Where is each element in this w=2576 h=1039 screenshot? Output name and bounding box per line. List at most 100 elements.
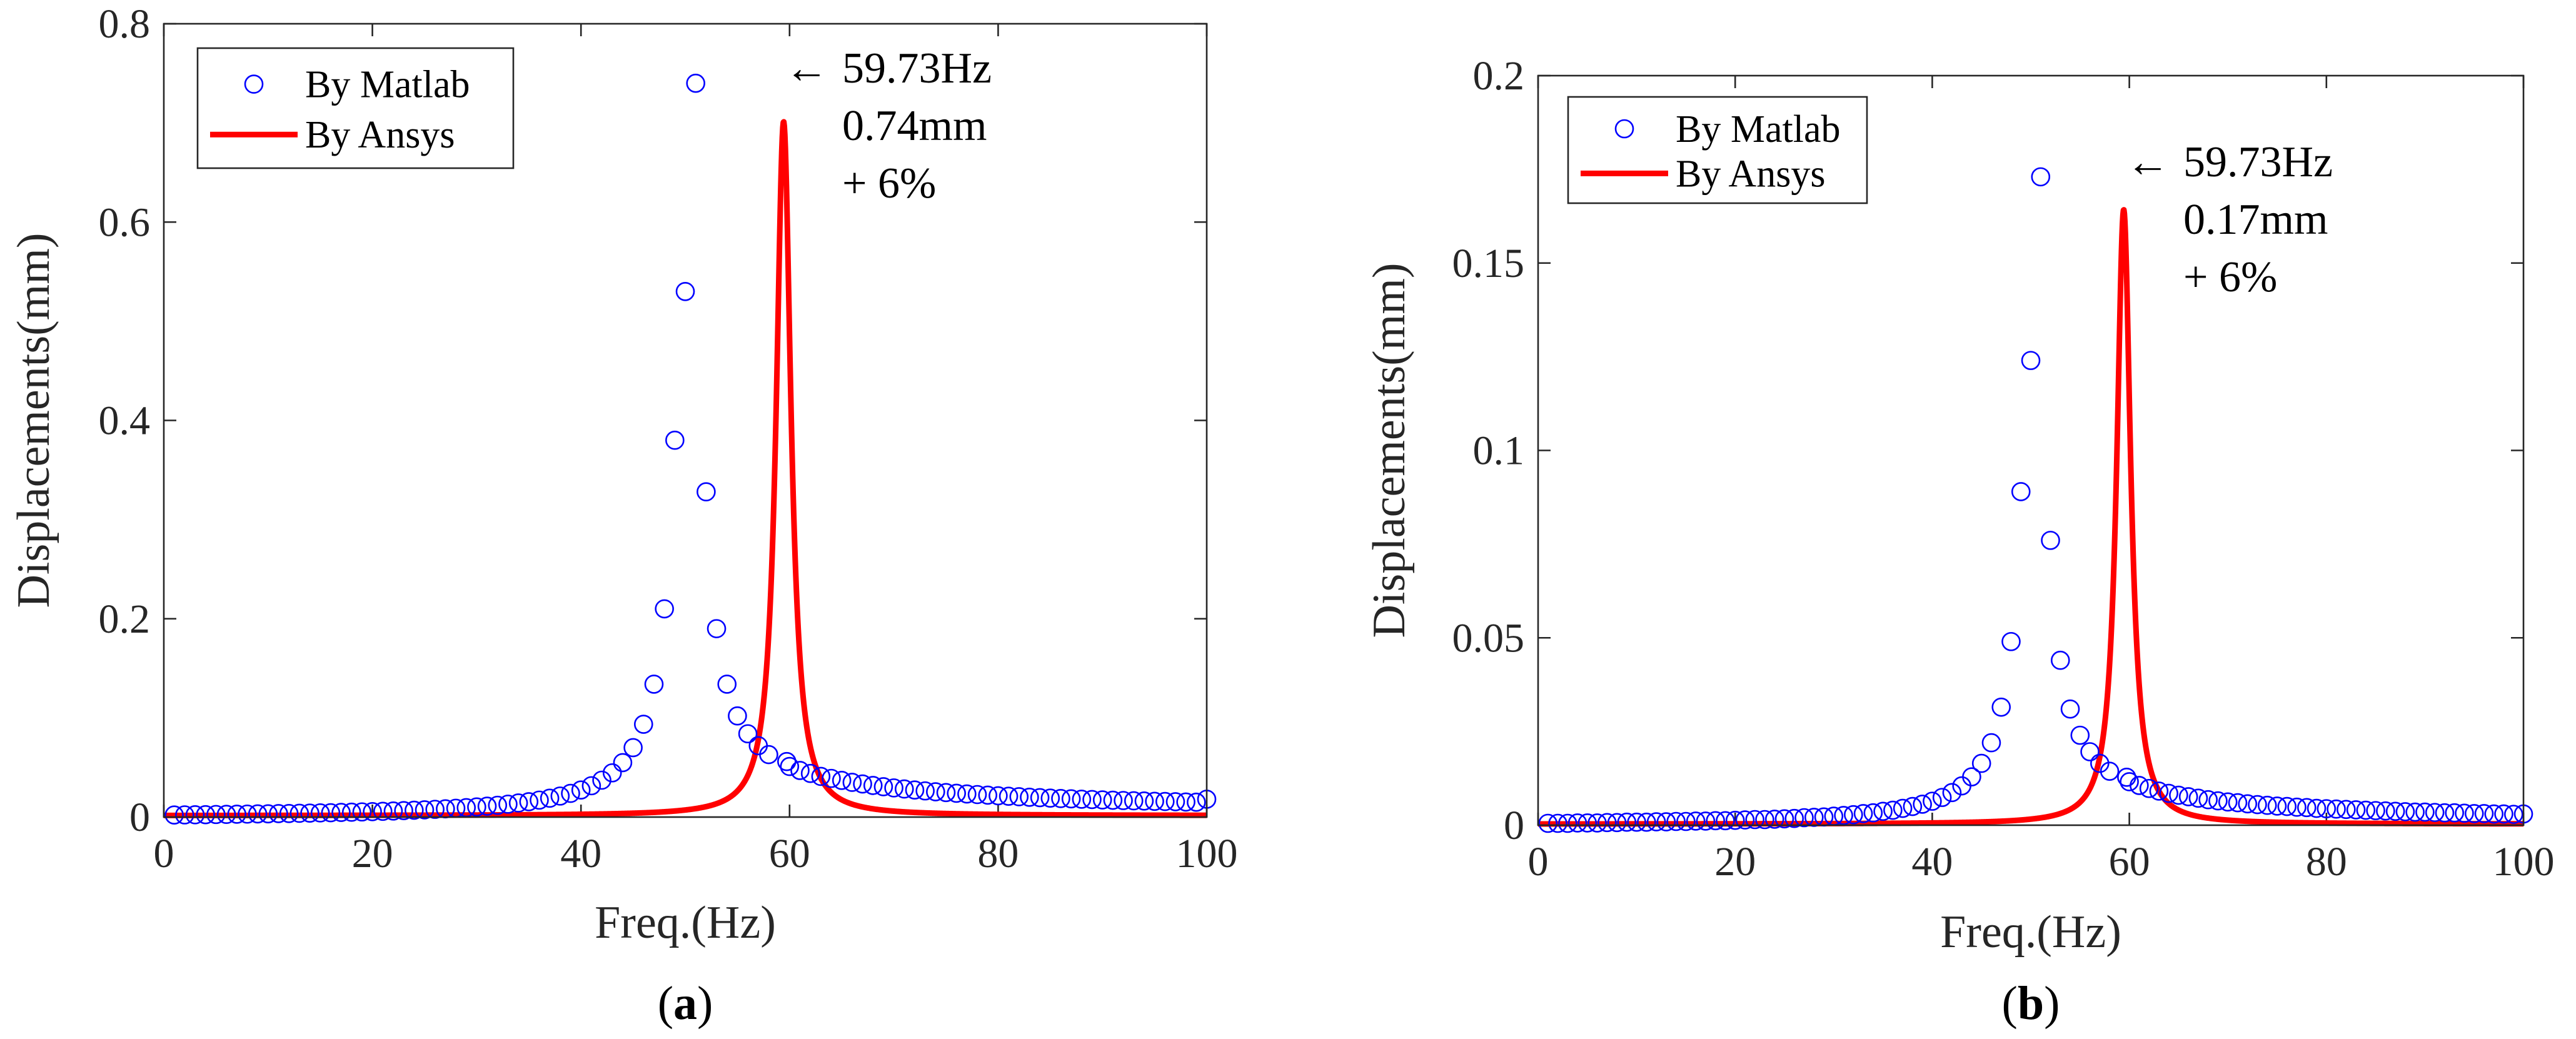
data-point [2503,805,2523,824]
data-point [1755,810,1774,830]
data-point [728,706,747,726]
data-point [1134,791,1154,811]
y-tick-label: 0.2 [1473,53,1525,99]
data-point [227,805,247,824]
data-point [926,782,945,801]
data-point [1725,810,1745,830]
data-point [2238,794,2258,814]
data-point [467,797,486,817]
data-point [1706,811,1725,831]
x-tick-label: 20 [1714,839,1756,885]
data-point [1040,788,1060,808]
data-point [1991,697,2011,717]
data-point [2474,804,2494,823]
data-point [2208,791,2228,811]
data-point [2100,761,2120,781]
panel-caption: (a) [658,977,713,1030]
data-point [1587,813,1607,833]
data-point [2287,797,2307,817]
data-point [873,777,893,796]
data-point [1051,789,1070,808]
data-point [2307,798,2327,818]
data-point [2425,803,2445,822]
data-point [341,802,361,822]
x-tick-label: 60 [2109,839,2150,885]
data-point [2405,802,2425,822]
data-point [884,778,903,798]
y-tick-label: 0 [1504,803,1524,848]
data-point [2337,800,2356,820]
data-point [415,800,435,820]
data-point [279,803,299,823]
data-point [2149,781,2169,801]
caption-paren-open: ( [2002,977,2018,1030]
data-point [2464,804,2484,823]
caption-paren-close: ) [697,977,713,1030]
data-point [1745,810,1765,830]
data-point [915,781,935,801]
data-point [2395,802,2415,821]
data-point [665,430,685,450]
data-point [2356,800,2376,820]
y-tick-label: 0.1 [1473,428,1525,474]
data-point [216,805,236,825]
data-point [289,803,309,823]
caption-paren-open: ( [658,977,673,1030]
data-point [1577,813,1597,833]
y-tick-label: 0.05 [1452,615,1525,661]
data-point [1656,812,1676,831]
data-point [508,793,528,813]
data-point [1844,805,1863,825]
data-point [363,801,382,821]
data-point [1557,813,1577,833]
data-point [1030,788,1050,808]
data-point [300,803,319,823]
data-point [2070,725,2090,745]
data-point [394,801,413,820]
data-point [1567,813,1587,833]
data-point [2277,796,2297,816]
data-point [2346,800,2366,820]
data-point [853,774,872,794]
data-point [2484,804,2504,824]
data-point [644,675,664,694]
x-tick-label: 100 [1176,831,1238,876]
data-point [1716,811,1735,831]
data-point [1834,806,1853,825]
data-point [686,73,705,93]
data-point [477,796,497,816]
data-point [2090,753,2110,773]
data-point [2317,799,2337,818]
data-point [1072,790,1092,809]
data-point [1092,790,1112,810]
data-point [164,805,184,825]
caption-letter: b [2018,977,2044,1030]
data-point [373,801,393,821]
data-point [1082,790,1102,810]
data-point [1883,800,1903,820]
x-tick-label: 0 [1528,839,1549,885]
data-point [811,766,831,786]
legend-marker-by-matlab [1614,119,1634,139]
y-tick-label: 0.15 [1452,241,1525,286]
data-point [425,800,445,819]
data-point [550,786,570,806]
data-point [196,805,216,825]
data-point [978,785,998,805]
data-point [2011,482,2031,501]
legend-label-by-matlab: By Matlab [305,64,470,106]
data-point [258,804,278,824]
data-point [842,773,862,792]
x-axis-title: Freq.(Hz) [1940,906,2121,958]
data-point [530,790,549,810]
data-point [238,804,257,824]
data-point [519,792,539,811]
data-point [2494,804,2513,824]
data-point [498,795,518,814]
data-point [623,738,643,758]
data-point [1686,811,1706,831]
data-point [488,795,508,815]
data-point [1942,783,1962,803]
x-tick-label: 80 [977,831,1019,876]
